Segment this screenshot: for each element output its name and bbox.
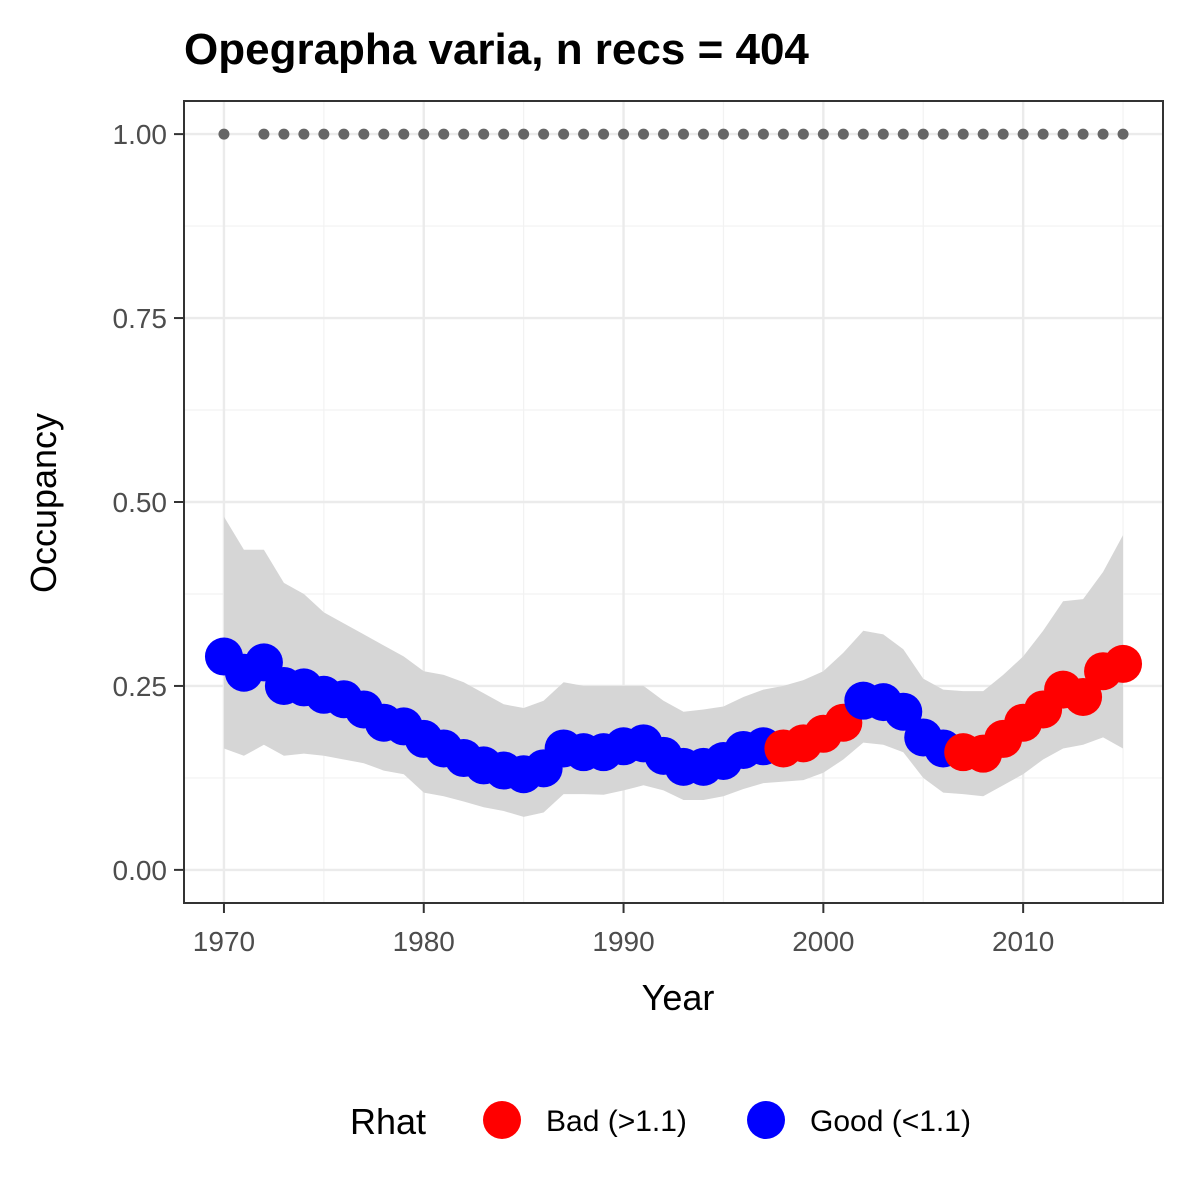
record-dot — [997, 128, 1009, 140]
record-dot — [478, 128, 490, 140]
record-dot — [837, 128, 849, 140]
record-dots-layer — [218, 128, 1129, 140]
record-dot — [458, 128, 470, 140]
y-tick-label: 0.75 — [113, 303, 168, 334]
record-dot — [897, 128, 909, 140]
record-dot — [977, 128, 989, 140]
record-dot — [538, 128, 550, 140]
legend: Rhat Bad (>1.1) Good (<1.1) — [350, 1101, 971, 1142]
record-dot — [857, 128, 869, 140]
y-axis-title: Occupancy — [23, 413, 64, 593]
record-dot — [638, 128, 650, 140]
record-dot — [677, 128, 689, 140]
y-tick-label: 0.00 — [113, 855, 168, 886]
record-dot — [598, 128, 610, 140]
record-dot — [358, 128, 370, 140]
record-dot — [917, 128, 929, 140]
y-tick-label: 0.25 — [113, 671, 168, 702]
x-tick-label: 1990 — [592, 926, 654, 957]
record-dot — [338, 128, 350, 140]
record-dot — [957, 128, 969, 140]
record-dot — [777, 128, 789, 140]
record-dot — [877, 128, 889, 140]
record-dot — [1097, 128, 1109, 140]
record-dot — [218, 128, 230, 140]
record-dot — [757, 128, 769, 140]
record-dot — [817, 128, 829, 140]
record-dot — [398, 128, 410, 140]
record-dot — [1117, 128, 1129, 140]
occupancy-point — [1104, 644, 1143, 683]
record-dot — [717, 128, 729, 140]
record-dot — [658, 128, 670, 140]
legend-bad-label: Bad (>1.1) — [546, 1105, 687, 1138]
x-tick-label: 2000 — [792, 926, 854, 957]
occupancy-point — [884, 692, 923, 731]
record-dot — [418, 128, 430, 140]
record-dot — [278, 128, 290, 140]
record-dot — [1037, 128, 1049, 140]
x-tick-label: 1970 — [193, 926, 255, 957]
record-dot — [318, 128, 330, 140]
record-dot — [697, 128, 709, 140]
record-dot — [1077, 128, 1089, 140]
record-dot — [1057, 128, 1069, 140]
record-dot — [797, 128, 809, 140]
occupancy-point — [1064, 677, 1103, 716]
record-dot — [1017, 128, 1029, 140]
record-dot — [498, 128, 510, 140]
legend-good-swatch — [747, 1101, 785, 1139]
record-dot — [618, 128, 630, 140]
record-dot — [558, 128, 570, 140]
occupancy-points-layer — [204, 637, 1143, 794]
legend-bad-swatch — [483, 1101, 521, 1139]
record-dot — [937, 128, 949, 140]
legend-good-label: Good (<1.1) — [810, 1105, 971, 1138]
axes: 0.00 0.25 0.50 0.75 1.00 1970 1980 1990 2000 2010 — [113, 119, 1055, 957]
record-dot — [298, 128, 310, 140]
y-tick-label: 1.00 — [113, 119, 168, 150]
record-dot — [378, 128, 390, 140]
record-dot — [438, 128, 450, 140]
x-tick-label: 2010 — [992, 926, 1054, 957]
chart-title: Opegrapha varia, n recs = 404 — [184, 25, 809, 74]
record-dot — [518, 128, 530, 140]
x-tick-label: 1980 — [393, 926, 455, 957]
legend-title: Rhat — [350, 1101, 426, 1142]
y-tick-label: 0.50 — [113, 487, 168, 518]
x-axis-title: Year — [642, 977, 715, 1018]
record-dot — [578, 128, 590, 140]
record-dot — [258, 128, 270, 140]
record-dot — [737, 128, 749, 140]
